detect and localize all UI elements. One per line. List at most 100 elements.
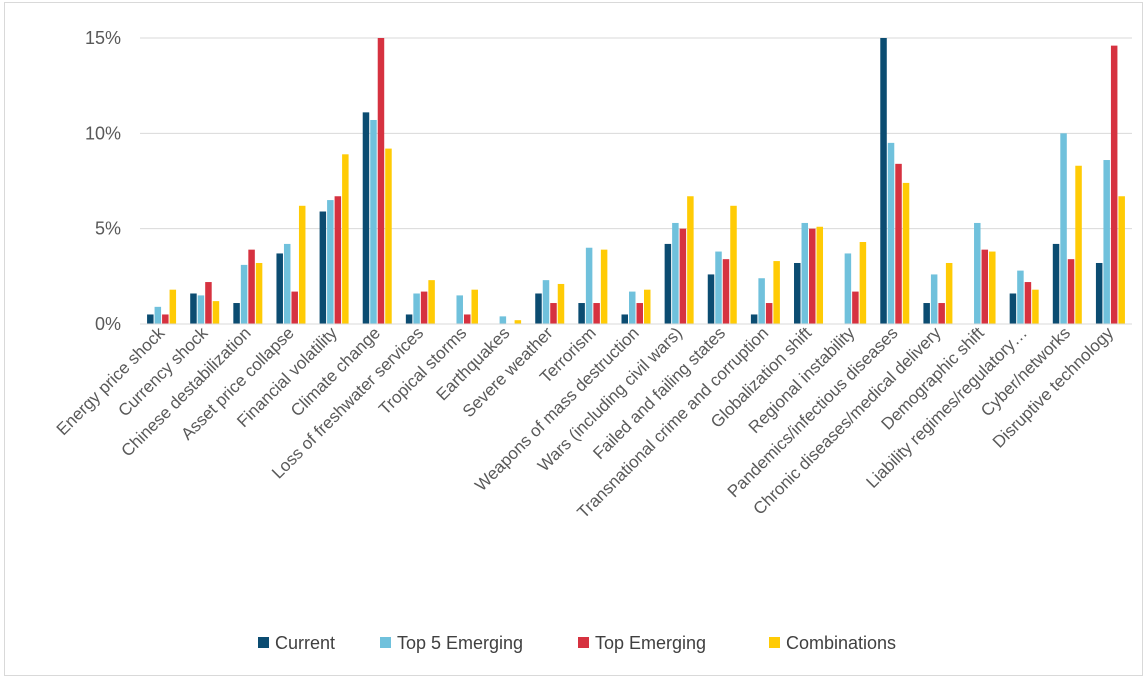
bar-current-18 — [923, 303, 930, 324]
bar-combinations-7 — [471, 289, 478, 324]
legend-label: Current — [275, 633, 335, 653]
legend: Current Top 5 Emerging Top Emerging Combina… — [258, 633, 896, 653]
bar-combinations-9 — [557, 283, 565, 324]
bar-top-emerging-10 — [593, 303, 600, 324]
bar-top-5-emerging-19 — [974, 222, 981, 324]
bar-current-6 — [405, 314, 413, 324]
bar-current-3 — [276, 253, 283, 324]
bar-top-emerging-17 — [895, 163, 902, 324]
bar-top-5-emerging-12 — [672, 222, 679, 324]
bar-current-15 — [794, 262, 801, 324]
bar-top-5-emerging-16 — [844, 253, 852, 324]
y-tick-label: 5% — [95, 219, 121, 239]
bar-current-11 — [621, 314, 628, 324]
bar-top-emerging-16 — [852, 291, 859, 324]
y-axis-tick-labels: 0% 5% 10% 15% — [85, 28, 121, 334]
bar-combinations-22 — [1118, 196, 1125, 324]
bar-current-13 — [707, 274, 715, 324]
bar-top-5-emerging-7 — [456, 295, 463, 324]
bar-top-emerging-13 — [722, 259, 730, 324]
bar-current-10 — [578, 303, 585, 324]
bar-top-5-emerging-18 — [930, 274, 938, 324]
bar-top-5-emerging-9 — [542, 280, 550, 324]
bar-top-5-emerging-10 — [585, 247, 593, 324]
bar-top-5-emerging-11 — [629, 291, 636, 324]
bar-top-5-emerging-21 — [1060, 133, 1067, 324]
bar-current-4 — [319, 211, 327, 324]
legend-label: Combinations — [786, 633, 896, 653]
bar-top-5-emerging-17 — [887, 142, 895, 324]
legend-swatch — [380, 637, 391, 648]
bar-top-5-emerging-15 — [801, 222, 809, 324]
bar-top-emerging-3 — [291, 291, 298, 324]
bar-top-emerging-18 — [938, 303, 945, 324]
bar-top-5-emerging-4 — [327, 200, 334, 324]
bar-current-22 — [1095, 262, 1103, 324]
bars — [147, 38, 1125, 325]
bar-combinations-11 — [644, 289, 651, 324]
bar-top-5-emerging-8 — [499, 316, 507, 324]
bar-top-5-emerging-6 — [413, 293, 420, 324]
bar-current-0 — [147, 314, 154, 324]
bar-top-5-emerging-20 — [1017, 270, 1024, 324]
y-tick-label: 10% — [85, 123, 121, 143]
bar-top-emerging-0 — [162, 314, 169, 324]
bar-combinations-15 — [816, 226, 824, 324]
legend-swatch — [769, 637, 780, 648]
bar-top-emerging-9 — [550, 303, 557, 324]
legend-swatch — [578, 637, 589, 648]
bar-top-emerging-6 — [420, 291, 428, 324]
bar-top-emerging-11 — [636, 303, 643, 324]
bar-combinations-4 — [342, 154, 349, 324]
legend-label: Top Emerging — [595, 633, 706, 653]
bar-top-emerging-14 — [765, 303, 773, 324]
bar-current-17 — [880, 38, 887, 324]
gridlines — [140, 37, 1132, 230]
bar-combinations-0 — [169, 289, 177, 324]
bar-top-5-emerging-14 — [758, 278, 765, 324]
bar-combinations-21 — [1075, 165, 1082, 324]
bar-top-5-emerging-2 — [240, 264, 248, 324]
legend-swatch — [258, 637, 269, 648]
bar-combinations-6 — [428, 280, 435, 324]
bar-top-5-emerging-22 — [1103, 160, 1110, 324]
bar-current-20 — [1009, 293, 1017, 324]
bar-combinations-19 — [989, 251, 996, 324]
bar-top-emerging-4 — [334, 196, 342, 324]
bar-top-emerging-1 — [205, 282, 212, 324]
bar-top-emerging-7 — [463, 314, 471, 324]
y-tick-label: 0% — [95, 314, 121, 334]
bar-combinations-13 — [730, 205, 737, 324]
bar-top-emerging-22 — [1110, 45, 1118, 324]
bar-combinations-8 — [514, 320, 522, 324]
bar-current-9 — [535, 293, 542, 324]
bar-top-5-emerging-3 — [283, 243, 291, 324]
bar-combinations-20 — [1032, 289, 1039, 324]
bar-combinations-1 — [212, 301, 220, 324]
bar-current-5 — [362, 112, 370, 324]
bar-combinations-17 — [902, 182, 910, 324]
bar-combinations-2 — [255, 262, 263, 324]
bar-top-emerging-21 — [1067, 259, 1075, 324]
bar-combinations-10 — [600, 249, 608, 324]
bar-combinations-3 — [298, 205, 306, 324]
bar-current-1 — [190, 293, 197, 324]
y-tick-label: 15% — [85, 28, 121, 48]
bar-combinations-18 — [945, 262, 953, 324]
bar-combinations-5 — [385, 148, 392, 324]
bar-top-emerging-5 — [377, 38, 385, 324]
bar-combinations-14 — [773, 261, 780, 324]
bar-current-21 — [1052, 243, 1060, 324]
chart-frame — [4, 2, 1143, 676]
bar-top-emerging-20 — [1024, 282, 1032, 324]
legend-label: Top 5 Emerging — [397, 633, 523, 653]
bar-top-emerging-15 — [809, 228, 816, 324]
bar-top-emerging-2 — [248, 249, 255, 324]
bar-current-2 — [233, 303, 240, 324]
bar-current-12 — [664, 243, 672, 324]
bar-top-5-emerging-1 — [197, 295, 205, 324]
bar-top-5-emerging-13 — [715, 251, 722, 324]
bar-combinations-16 — [859, 242, 867, 324]
